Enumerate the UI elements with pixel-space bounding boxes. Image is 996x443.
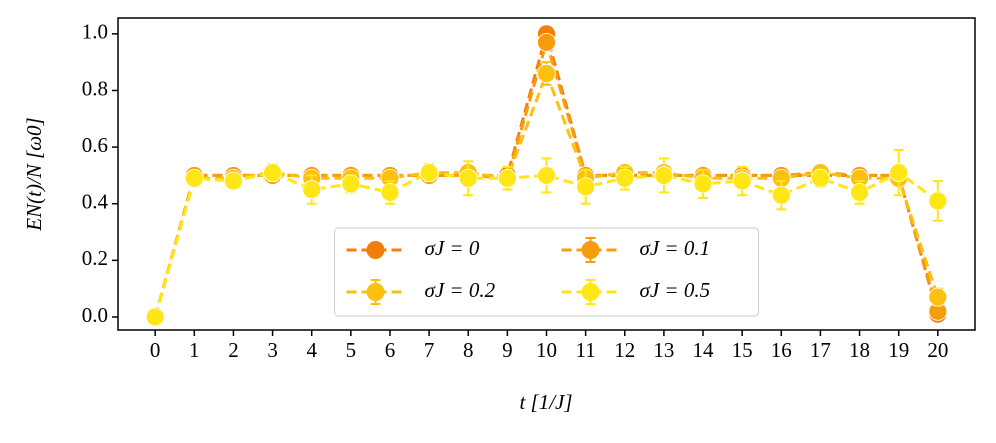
data-point — [889, 163, 909, 182]
data-point — [537, 166, 556, 185]
data-point — [693, 174, 713, 194]
data-point — [537, 64, 556, 83]
data-point — [850, 183, 869, 202]
x-tick-label: 15 — [732, 338, 753, 362]
data-point — [732, 171, 752, 191]
x-tick-label: 11 — [576, 338, 596, 362]
legend-label: σJ = 0 — [425, 236, 480, 260]
y-tick-label: 0.2 — [82, 246, 108, 270]
legend-marker — [581, 241, 600, 259]
x-tick-label: 7 — [424, 338, 435, 362]
x-tick-label: 12 — [614, 338, 635, 362]
y-tick-label: 1.0 — [82, 20, 108, 44]
x-tick-label: 19 — [888, 338, 909, 362]
data-point — [145, 307, 165, 327]
x-tick-label: 17 — [810, 338, 831, 362]
x-tick-label: 3 — [267, 338, 278, 362]
x-tick-label: 18 — [849, 338, 870, 362]
legend-label: σJ = 0.5 — [640, 278, 711, 302]
data-point — [615, 168, 635, 188]
x-tick-label: 20 — [927, 338, 948, 362]
x-tick-label: 16 — [771, 338, 792, 362]
data-point — [497, 168, 517, 188]
x-axis-label: t [1/J] — [519, 390, 572, 414]
x-tick-label: 9 — [502, 338, 513, 362]
x-tick-label: 2 — [228, 338, 239, 362]
x-tick-label: 13 — [653, 338, 674, 362]
data-point — [341, 174, 361, 194]
y-tick-label: 0.6 — [82, 133, 108, 157]
y-tick-label: 0.8 — [82, 76, 108, 100]
data-point — [576, 177, 596, 197]
data-point — [811, 168, 830, 188]
x-tick-label: 10 — [536, 338, 557, 362]
legend-marker — [366, 241, 385, 259]
x-tick-label: 6 — [385, 338, 396, 362]
data-point — [302, 180, 322, 199]
legend-label: σJ = 0.1 — [640, 236, 711, 260]
data-point — [380, 183, 400, 202]
x-tick-label: 5 — [346, 338, 357, 362]
data-point — [224, 171, 243, 191]
data-point — [928, 287, 948, 307]
legend-label: σJ = 0.2 — [425, 278, 496, 302]
data-point — [184, 168, 204, 188]
data-point — [928, 191, 948, 211]
data-point — [771, 185, 791, 205]
x-tick-label: 1 — [189, 338, 200, 362]
data-point — [537, 32, 556, 52]
data-point — [263, 163, 282, 182]
data-point — [458, 168, 478, 188]
x-tick-label: 14 — [693, 338, 715, 362]
x-tick-label: 0 — [150, 338, 161, 362]
y-axis-label: EN(t)/N [ω0] — [22, 117, 46, 231]
data-point — [419, 163, 439, 182]
plot-frame — [117, 17, 976, 331]
x-tick-label: 4 — [306, 338, 317, 362]
legend-marker — [366, 283, 385, 301]
y-tick-label: 0.4 — [82, 190, 109, 214]
legend-marker — [581, 283, 600, 301]
data-point — [654, 166, 674, 185]
y-tick-label: 0.0 — [82, 303, 108, 327]
x-tick-label: 8 — [463, 338, 474, 362]
legend-box — [334, 227, 759, 317]
